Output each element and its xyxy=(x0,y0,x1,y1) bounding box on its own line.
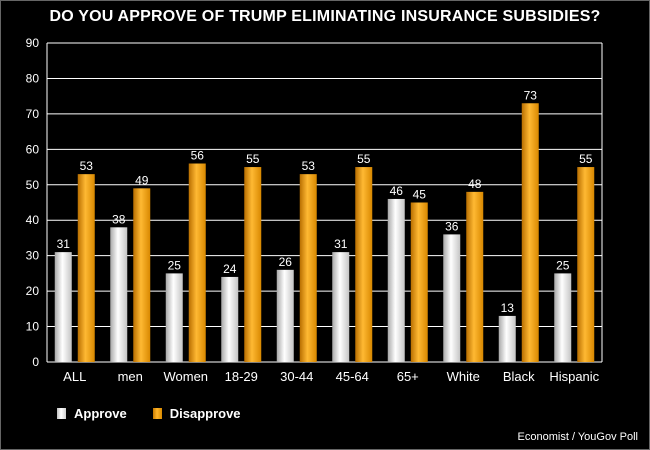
bar-approve-white xyxy=(443,234,461,362)
legend-label-approve: Approve xyxy=(74,406,127,421)
bar-approve-65+ xyxy=(387,198,405,362)
bar-disapprove-45-64 xyxy=(355,167,373,362)
bar-approve-45-64 xyxy=(332,252,350,362)
data-label: 48 xyxy=(468,177,482,191)
data-label: 25 xyxy=(556,258,570,272)
data-label: 38 xyxy=(112,212,126,226)
x-tick-label: 45-64 xyxy=(336,369,369,384)
x-tick-label: 65+ xyxy=(397,369,419,384)
data-label: 24 xyxy=(223,262,237,276)
bar-disapprove-women xyxy=(188,163,206,362)
x-tick-label: 18-29 xyxy=(225,369,258,384)
bar-disapprove-all xyxy=(77,174,95,362)
data-label: 13 xyxy=(501,301,515,315)
y-tick-label: 30 xyxy=(26,249,40,263)
bar-disapprove-30-44 xyxy=(299,174,317,362)
x-tick-label: men xyxy=(118,369,143,384)
data-label: 45 xyxy=(413,188,427,202)
x-tick-label: Women xyxy=(163,369,208,384)
data-label: 26 xyxy=(279,255,293,269)
data-label: 56 xyxy=(191,149,205,163)
y-tick-label: 50 xyxy=(26,178,40,192)
bar-approve-men xyxy=(110,227,128,362)
y-axis: 0 10 20 30 40 50 60 70 80 90 xyxy=(26,36,40,369)
x-tick-label: ALL xyxy=(63,369,86,384)
x-tick-label: 30-44 xyxy=(280,369,313,384)
bar-disapprove-65+ xyxy=(410,202,428,362)
data-label: 55 xyxy=(579,152,593,166)
bars xyxy=(54,103,595,362)
bar-disapprove-men xyxy=(133,188,151,362)
y-tick-label: 10 xyxy=(26,320,40,334)
legend-swatch-disapprove xyxy=(152,408,162,419)
y-tick-label: 40 xyxy=(26,213,40,227)
bar-disapprove-black xyxy=(521,103,539,362)
source-note: Economist / YouGov Poll xyxy=(517,431,638,443)
bar-approve-hispanic xyxy=(554,273,572,362)
y-tick-label: 60 xyxy=(26,142,40,156)
bar-approve-18-29 xyxy=(221,276,239,362)
bar-approve-black xyxy=(498,315,516,362)
data-label: 49 xyxy=(135,173,149,187)
data-labels: 31 53 38 49 25 56 24 55 26 53 31 55 46 45 36 48 13 73 25 55 xyxy=(57,88,593,315)
legend-swatch-approve xyxy=(57,408,66,419)
data-label: 31 xyxy=(334,237,348,251)
bar-approve-30-44 xyxy=(276,269,294,362)
legend-label-disapprove: Disapprove xyxy=(169,406,241,421)
data-label: 55 xyxy=(357,152,371,166)
bar-disapprove-18-29 xyxy=(244,167,262,362)
data-label: 31 xyxy=(57,237,71,251)
data-label: 73 xyxy=(524,88,538,102)
legend-item-disapprove: Disapprove xyxy=(152,406,241,421)
gridlines xyxy=(46,42,603,363)
bar-disapprove-hispanic xyxy=(577,167,595,362)
data-label: 25 xyxy=(168,258,182,272)
x-tick-label: Hispanic xyxy=(549,369,599,384)
data-label: 36 xyxy=(445,219,459,233)
bar-disapprove-white xyxy=(466,191,484,362)
data-label: 55 xyxy=(246,152,260,166)
bar-approve-women xyxy=(165,273,183,362)
data-label: 46 xyxy=(390,184,404,198)
x-tick-label: White xyxy=(447,369,480,384)
legend: Approve Disapprove xyxy=(57,406,241,421)
data-label: 53 xyxy=(80,159,94,173)
x-tick-label: Black xyxy=(503,369,535,384)
y-tick-label: 20 xyxy=(26,284,40,298)
data-label: 53 xyxy=(302,159,316,173)
legend-item-approve: Approve xyxy=(57,406,127,421)
y-tick-label: 70 xyxy=(26,107,40,121)
x-axis: ALL men Women 18-29 30-44 45-64 65+ White Black H… xyxy=(63,369,599,384)
y-tick-label: 90 xyxy=(26,36,40,50)
chart-title: DO YOU APPROVE OF TRUMP ELIMINATING INSU… xyxy=(49,8,601,25)
bar-approve-all xyxy=(54,252,72,362)
y-tick-label: 0 xyxy=(32,355,39,369)
y-tick-label: 80 xyxy=(26,71,40,85)
